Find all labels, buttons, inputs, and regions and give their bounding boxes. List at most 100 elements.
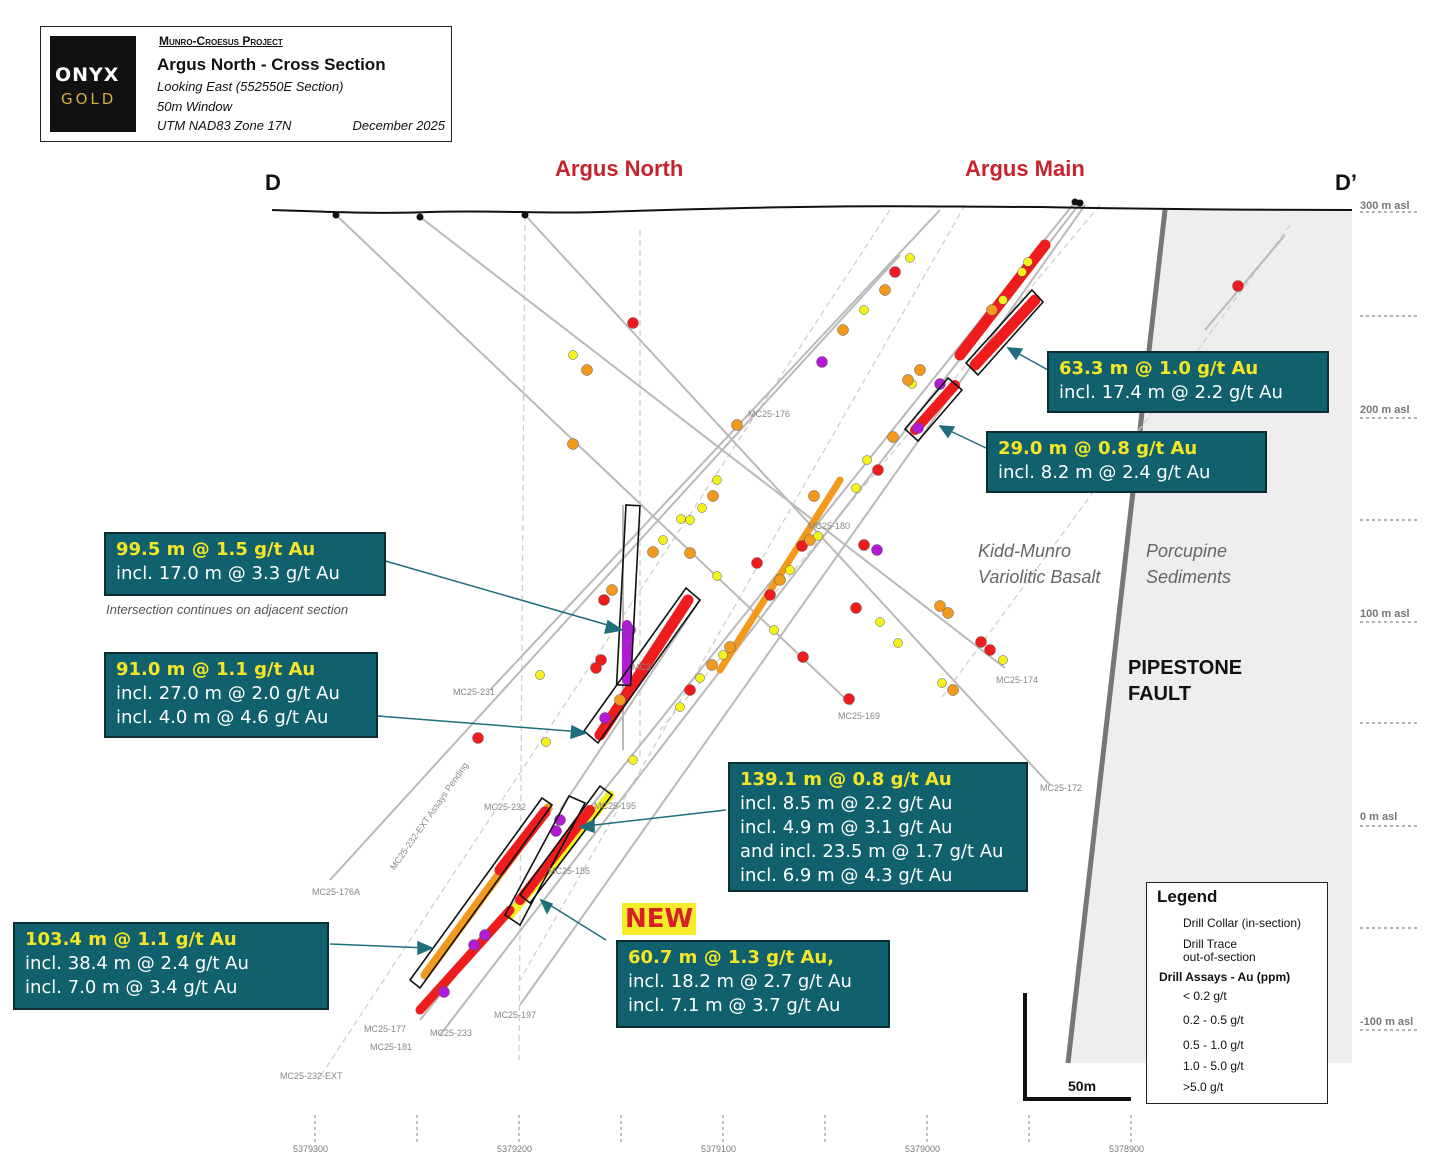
rock-unit-sediments-line1: Porcupine xyxy=(1146,541,1228,561)
assay-sample-dot xyxy=(438,986,450,998)
rock-unit-basalt-line1: Kidd-Munro xyxy=(978,541,1072,561)
section-window: 50m Window xyxy=(157,99,233,114)
assay-sample-dot xyxy=(937,678,947,688)
rock-unit-sediments-line2: Sediments xyxy=(1146,567,1232,587)
callout-headline: 103.4 m @ 1.1 g/t Au xyxy=(25,929,237,950)
assay-sample-dot xyxy=(622,634,634,646)
elevation-label: -100 m asl xyxy=(1360,1016,1414,1028)
assay-sample-dot xyxy=(598,594,610,606)
callout-103m: 103.4 m @ 1.1 g/t Au incl. 38.4 m @ 2.4 … xyxy=(13,922,329,1010)
logo-text-gold: GOLD xyxy=(61,90,117,108)
assay-sample-dot xyxy=(975,636,987,648)
assay-sample-dot xyxy=(875,617,885,627)
assay-sample-dot xyxy=(850,602,862,614)
assay-sample-dot xyxy=(581,364,593,376)
assay-sample-dot xyxy=(914,364,926,376)
assay-sample-dot xyxy=(712,475,722,485)
adjacent-section-note: Intersection continues on adjacent secti… xyxy=(106,602,349,617)
legend-assays-title: Drill Assays - Au (ppm) xyxy=(1159,970,1291,984)
callout-detail: incl. 7.1 m @ 3.7 g/t Au xyxy=(628,995,841,1016)
hole-label: MC25-195 xyxy=(594,801,637,811)
onyx-gold-logo: ONYX GOLD xyxy=(50,36,136,132)
assay-sample-dot xyxy=(614,694,626,706)
callout-detail: incl. 7.0 m @ 3.4 g/t Au xyxy=(25,977,238,998)
assay-sample-dot xyxy=(697,503,707,513)
assay-sample-dot xyxy=(905,253,915,263)
assay-sample-dot xyxy=(706,659,718,671)
assay-sample-dot xyxy=(658,535,668,545)
assay-sample-dot xyxy=(934,378,946,390)
assay-sample-dot xyxy=(764,589,776,601)
elevation-label: 0 m asl xyxy=(1360,811,1398,823)
callout-detail: incl. 38.4 m @ 2.4 g/t Au xyxy=(25,953,249,974)
assay-sample-dot xyxy=(942,607,954,619)
assay-sample-dot xyxy=(627,317,639,329)
assay-sample-dot xyxy=(751,557,763,569)
section-date: December 2025 xyxy=(352,118,446,133)
assay-sample-dot xyxy=(628,755,638,765)
assay-sample-dot xyxy=(685,515,695,525)
rock-unit-basalt-line2: Variolitic Basalt xyxy=(978,567,1101,587)
hole-label: MC25-232 xyxy=(484,802,527,812)
callout-detail: incl. 8.5 m @ 2.2 g/t Au xyxy=(740,793,953,814)
scale-bar xyxy=(1023,993,1131,1101)
assay-sample-dot xyxy=(813,531,823,541)
legend-trace-label-2: out-of-section xyxy=(1183,950,1256,964)
projection-label: UTM NAD83 Zone 17N xyxy=(157,118,292,133)
hole-label: MC25-231 xyxy=(453,687,496,697)
assay-sample-dot xyxy=(912,422,924,434)
assay-sample-dot xyxy=(707,490,719,502)
fault-label-line2: FAULT xyxy=(1128,683,1191,705)
callout-detail: incl. 4.0 m @ 4.6 g/t Au xyxy=(116,707,329,728)
assay-sample-dot xyxy=(998,295,1008,305)
assay-sample-dot xyxy=(695,673,705,683)
legend-bin-label: >5.0 g/t xyxy=(1183,1080,1224,1094)
hole-label: MC25-177 xyxy=(364,1024,407,1034)
rock-unit-sediments: Porcupine Sediments xyxy=(1146,538,1231,590)
assay-sample-dot xyxy=(893,638,903,648)
assay-sample-dot xyxy=(871,544,883,556)
assay-sample-dot xyxy=(843,693,855,705)
assay-sample-dot xyxy=(541,737,551,747)
title-block: ONYX GOLD Munro-Croesus Project Argus No… xyxy=(40,26,452,142)
section-start-label: D xyxy=(265,170,281,195)
logo-text-onyx: ONYX xyxy=(55,64,120,86)
hole-label: MC25-232-EXT xyxy=(280,1071,343,1081)
elevation-label: 100 m asl xyxy=(1360,608,1410,620)
section-title: Argus North - Cross Section xyxy=(157,55,386,74)
assay-sample-dot xyxy=(862,455,872,465)
assay-sample-dot xyxy=(724,641,736,653)
hole-label: MC25-233 xyxy=(430,1028,473,1038)
assay-sample-dot xyxy=(947,684,959,696)
callout-headline: 60.7 m @ 1.3 g/t Au, xyxy=(628,947,835,968)
callout-headline: 91.0 m @ 1.1 g/t Au xyxy=(116,659,316,680)
callout-leaders xyxy=(329,347,1049,956)
assay-sample-dot xyxy=(816,356,828,368)
target-argus-north: Argus North xyxy=(555,156,684,181)
hole-label: MC25-172 xyxy=(1040,783,1083,793)
legend-bin-label: 0.2 - 0.5 g/t xyxy=(1183,1013,1244,1027)
callout-headline: 63.3 m @ 1.0 g/t Au xyxy=(1059,358,1259,379)
hole-label: MC25-197 xyxy=(494,1010,537,1020)
scale-bar-label: 50m xyxy=(1068,1078,1097,1094)
callout-new-60m: 60.7 m @ 1.3 g/t Au, incl. 18.2 m @ 2.7 … xyxy=(616,940,890,1028)
assay-sample-dot xyxy=(676,514,686,524)
assay-sample-dot xyxy=(934,600,946,612)
callout-argus-main-upper: 63.3 m @ 1.0 g/t Au incl. 17.4 m @ 2.2 g… xyxy=(1047,351,1329,413)
assay-sample-dot xyxy=(684,547,696,559)
assay-sample-dot xyxy=(468,939,480,951)
easting-ticks xyxy=(314,1115,1132,1142)
callout-detail: incl. 4.9 m @ 3.1 g/t Au xyxy=(740,817,953,838)
callout-headline: 139.1 m @ 0.8 g/t Au xyxy=(740,769,952,790)
callout-argus-north-99m: 99.5 m @ 1.5 g/t Au incl. 17.0 m @ 3.3 g… xyxy=(104,532,386,596)
assay-sample-dot xyxy=(769,625,779,635)
hole-label: MC25-176 xyxy=(748,409,791,419)
assay-sample-dot xyxy=(718,650,728,660)
easting-label: 5379300 xyxy=(293,1144,329,1154)
legend-collar-label: Drill Collar (in-section) xyxy=(1183,916,1302,930)
assay-sample-dot xyxy=(879,284,891,296)
callout-detail: incl. 18.2 m @ 2.7 g/t Au xyxy=(628,971,852,992)
callout-detail: and incl. 23.5 m @ 1.7 g/t Au xyxy=(740,841,1004,862)
easting-label: 5379000 xyxy=(905,1144,941,1154)
drill-collars xyxy=(332,198,1084,221)
